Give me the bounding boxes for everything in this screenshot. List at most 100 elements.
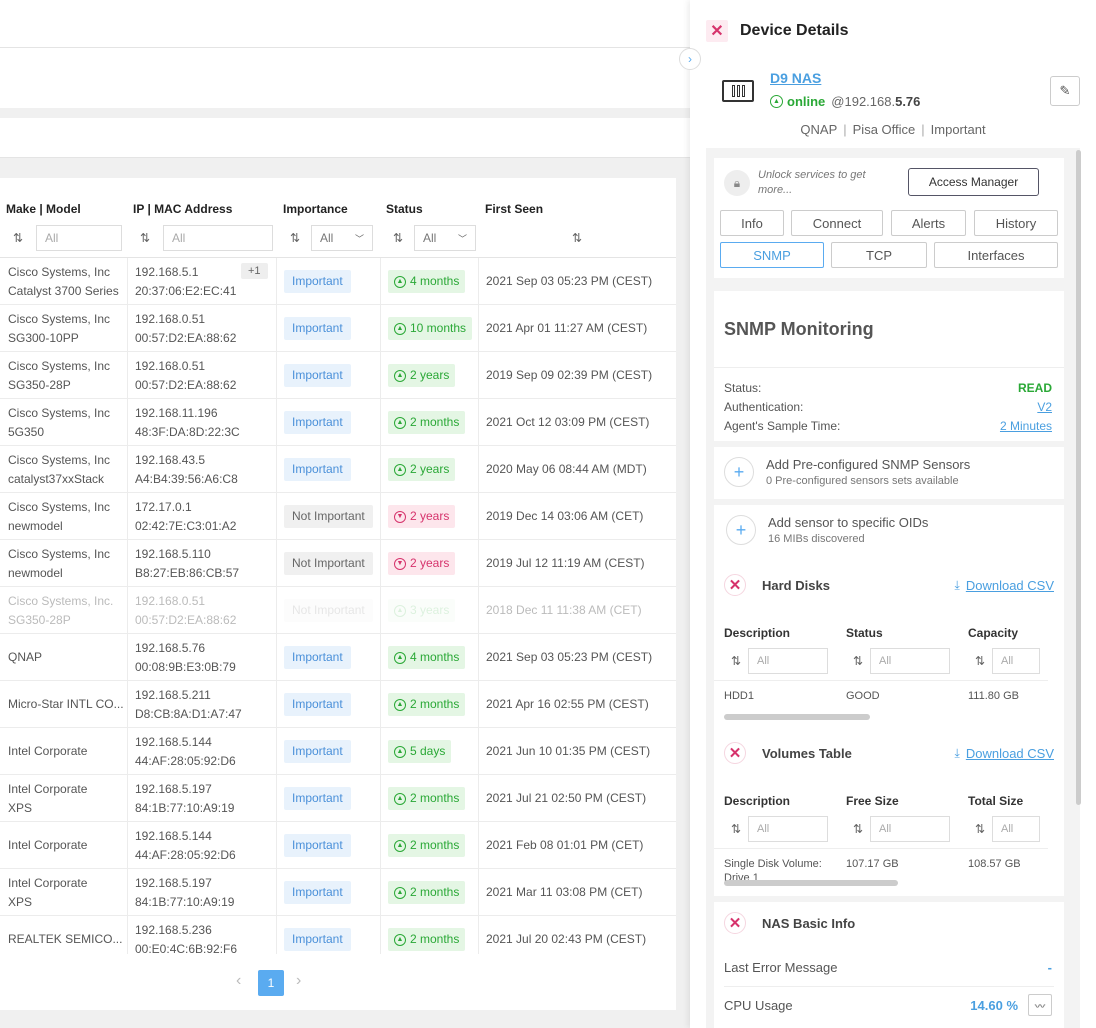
- filter-input[interactable]: All: [992, 816, 1040, 842]
- table-row[interactable]: Cisco Systems, Inc Catalyst 3700 Series 19…: [0, 258, 676, 305]
- edit-device-button[interactable]: ✎: [1050, 76, 1080, 106]
- importance-cell: Important: [284, 305, 351, 352]
- cpu-usage-row: CPU Usage 14.60 % 〰: [724, 994, 1052, 1016]
- ip-mac-cell: 192.168.0.51 00:57:D2:EA:88:62: [135, 305, 275, 352]
- table-row[interactable]: Micro-Star INTL CO... 192.168.5.211 D8:CB:…: [0, 681, 676, 728]
- filter-input[interactable]: All: [992, 648, 1040, 674]
- mac-text: 02:42:7E:C3:01:A2: [135, 518, 237, 533]
- tab-connect[interactable]: Connect: [791, 210, 883, 236]
- col-capacity[interactable]: Capacity: [968, 626, 1019, 640]
- table-row[interactable]: Cisco Systems, Inc catalyst37xxStack 192.1…: [0, 446, 676, 493]
- sort-icon[interactable]: ⇅: [852, 822, 864, 836]
- horizontal-scrollbar[interactable]: [724, 714, 870, 720]
- table-row[interactable]: QNAP 192.168.5.76 00:08:9B:E3:0B:79 Importa…: [0, 634, 676, 681]
- add-oid-sensor[interactable]: + Add sensor to specific OIDs 16 MIBs di…: [714, 499, 1064, 551]
- chevron-right-icon[interactable]: ›: [296, 972, 302, 989]
- status-badge: ▲ 4 months: [388, 646, 466, 669]
- table-row[interactable]: Intel Corporate XPS 192.168.5.197 84:1B:77:…: [0, 775, 676, 822]
- table-row[interactable]: Cisco Systems, Inc newmodel 192.168.5.110 B…: [0, 540, 676, 587]
- importance-cell: Important: [284, 869, 351, 916]
- remove-section-icon[interactable]: ✕: [724, 574, 746, 596]
- plus-icon[interactable]: +: [724, 457, 754, 487]
- chevron-left-icon[interactable]: ‹: [236, 972, 242, 989]
- table-row[interactable]: REALTEK SEMICO... 192.168.5.236 00:E0:4C:6…: [0, 916, 676, 963]
- sort-icon[interactable]: ⇅: [571, 231, 583, 245]
- importance-cell: Not Important: [284, 540, 373, 587]
- snmp-auth-link[interactable]: V2: [1037, 400, 1052, 414]
- header-importance[interactable]: Importance: [283, 202, 348, 216]
- drawer-content[interactable]: 🔒︎ Unlock services to get more... Access…: [706, 148, 1080, 1028]
- tab-alerts[interactable]: Alerts: [891, 210, 966, 236]
- col-description[interactable]: Description: [724, 626, 791, 640]
- col-free-size[interactable]: Free Size: [846, 794, 899, 808]
- sort-icon[interactable]: ⇅: [392, 231, 404, 245]
- mac-text: 84:1B:77:10:A9:19: [135, 894, 235, 909]
- collapse-drawer-button[interactable]: ›: [679, 48, 701, 70]
- tab-info[interactable]: Info: [720, 210, 784, 236]
- table-row[interactable]: Cisco Systems, Inc 5G350 192.168.11.196 48:…: [0, 399, 676, 446]
- table-row[interactable]: Cisco Systems, Inc SG350-28P 192.168.0.51 0…: [0, 352, 676, 399]
- make-model-cell: Intel Corporate XPS: [8, 869, 126, 916]
- col-description[interactable]: Description: [724, 794, 791, 808]
- extra-ip-badge[interactable]: +1: [241, 263, 268, 279]
- download-csv-link[interactable]: ⤓ Download CSV: [954, 577, 1054, 593]
- page-button-current[interactable]: 1: [258, 970, 284, 996]
- plus-icon[interactable]: +: [726, 515, 756, 545]
- online-icon: ▲: [394, 933, 406, 946]
- sort-icon[interactable]: ⇅: [289, 231, 301, 245]
- status-filter-select[interactable]: All ﹀: [414, 225, 476, 251]
- ip-mac-filter-input[interactable]: All: [163, 225, 273, 251]
- make-model-cell: Intel Corporate: [8, 728, 126, 775]
- device-name-link[interactable]: D9 NAS: [770, 70, 822, 86]
- importance-badge: Important: [284, 787, 351, 810]
- tab-interfaces[interactable]: Interfaces: [934, 242, 1058, 268]
- sort-icon[interactable]: ⇅: [974, 822, 986, 836]
- tab-snmp[interactable]: SNMP: [720, 242, 824, 268]
- sort-icon[interactable]: ⇅: [12, 231, 24, 245]
- download-csv-link[interactable]: ⤓ Download CSV: [954, 745, 1054, 761]
- make-text: Intel Corporate: [8, 838, 88, 852]
- make-model-cell: Cisco Systems, Inc SG350-28P: [8, 352, 126, 399]
- sort-icon[interactable]: ⇅: [139, 231, 151, 245]
- chart-icon[interactable]: 〰: [1028, 994, 1052, 1016]
- filter-input[interactable]: All: [870, 648, 950, 674]
- remove-section-icon[interactable]: ✕: [724, 912, 746, 934]
- table-body: Cisco Systems, Inc Catalyst 3700 Series 19…: [0, 258, 676, 963]
- add-preconfigured-sensors[interactable]: + Add Pre-configured SNMP Sensors 0 Pre-…: [714, 441, 1064, 493]
- filter-input[interactable]: All: [748, 648, 828, 674]
- sort-icon[interactable]: ⇅: [730, 822, 742, 836]
- device-ip: @192.168.5.76: [831, 94, 921, 109]
- last-error-value: -: [1047, 960, 1052, 975]
- header-status[interactable]: Status: [386, 202, 423, 216]
- table-row[interactable]: Intel Corporate 192.168.5.144 44:AF:28:05:…: [0, 822, 676, 869]
- col-total-size[interactable]: Total Size: [968, 794, 1024, 808]
- snmp-sample-link[interactable]: 2 Minutes: [999, 419, 1052, 433]
- vertical-scrollbar[interactable]: [1076, 150, 1081, 805]
- table-row[interactable]: Intel Corporate 192.168.5.144 44:AF:28:05:…: [0, 728, 676, 775]
- tab-history[interactable]: History: [974, 210, 1058, 236]
- filter-input[interactable]: All: [748, 816, 828, 842]
- table-row[interactable]: Intel Corporate XPS 192.168.5.197 84:1B:77:…: [0, 869, 676, 916]
- col-status[interactable]: Status: [846, 626, 883, 640]
- close-drawer-button[interactable]: ✕: [706, 20, 728, 42]
- table-row[interactable]: Cisco Systems, Inc. SG350-28P 192.168.0.51…: [0, 587, 676, 634]
- table-row[interactable]: Cisco Systems, Inc SG300-10PP 192.168.0.51…: [0, 305, 676, 352]
- importance-badge: Important: [284, 364, 351, 387]
- sort-icon[interactable]: ⇅: [852, 654, 864, 668]
- header-ip-mac[interactable]: IP | MAC Address: [133, 202, 233, 216]
- access-manager-button[interactable]: Access Manager: [908, 168, 1039, 196]
- header-make-model[interactable]: Make | Model: [6, 202, 81, 216]
- remove-section-icon[interactable]: ✕: [724, 742, 746, 764]
- header-first-seen[interactable]: First Seen: [485, 202, 544, 216]
- tab-tcp[interactable]: TCP: [831, 242, 927, 268]
- sort-icon[interactable]: ⇅: [730, 654, 742, 668]
- sort-icon[interactable]: ⇅: [974, 654, 986, 668]
- importance-filter-select[interactable]: All ﹀: [311, 225, 373, 251]
- make-model-filter-input[interactable]: All: [36, 225, 122, 251]
- horizontal-scrollbar[interactable]: [724, 880, 898, 886]
- filter-input[interactable]: All: [870, 816, 950, 842]
- lock-icon: 🔒︎: [724, 170, 750, 196]
- table-row[interactable]: Cisco Systems, Inc newmodel 172.17.0.1 02:4…: [0, 493, 676, 540]
- status-cell: ▲ 10 months: [388, 305, 473, 352]
- online-icon: ▲: [394, 839, 406, 852]
